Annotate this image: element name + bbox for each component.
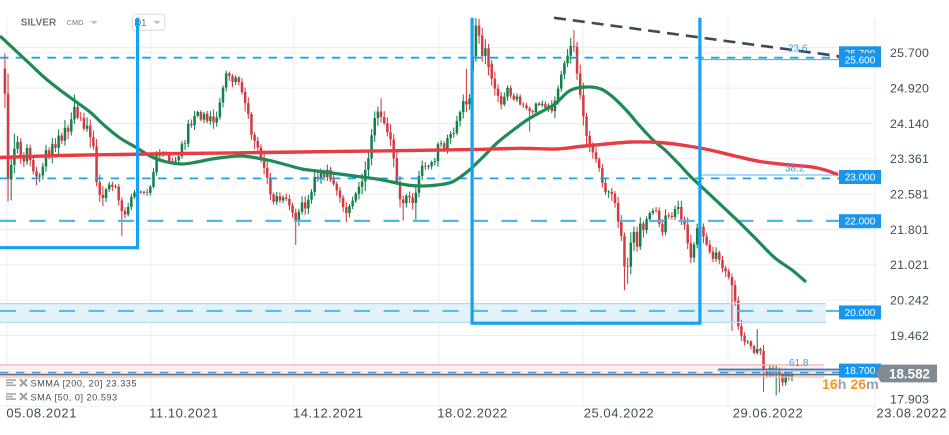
svg-text:23.361: 23.361 <box>890 152 929 166</box>
svg-text:05.08.2021: 05.08.2021 <box>6 405 77 420</box>
svg-text:25.04.2022: 25.04.2022 <box>584 405 655 420</box>
svg-text:38.2: 38.2 <box>785 163 805 174</box>
svg-text:24.920: 24.920 <box>890 82 929 96</box>
svg-text:20.000: 20.000 <box>845 308 876 319</box>
svg-text:17.903: 17.903 <box>890 393 929 407</box>
svg-text:22.581: 22.581 <box>890 188 929 202</box>
svg-text:18.700: 18.700 <box>845 366 876 377</box>
svg-text:23.08.2022: 23.08.2022 <box>876 405 947 420</box>
svg-text:21.801: 21.801 <box>890 223 929 237</box>
svg-text:18.02.2022: 18.02.2022 <box>437 405 508 420</box>
svg-text:24.140: 24.140 <box>890 117 929 131</box>
svg-text:25.700: 25.700 <box>890 46 929 60</box>
svg-text:23.000: 23.000 <box>845 173 876 184</box>
svg-text:18.582: 18.582 <box>889 366 930 381</box>
svg-text:20.242: 20.242 <box>890 294 929 308</box>
svg-text:23.6: 23.6 <box>788 44 808 55</box>
svg-text:19.462: 19.462 <box>890 329 929 343</box>
svg-text:21.021: 21.021 <box>890 258 929 272</box>
svg-text:SMA [50, 0] 20.593: SMA [50, 0] 20.593 <box>31 392 118 402</box>
svg-text:11.10.2021: 11.10.2021 <box>149 405 219 420</box>
svg-text:25.600: 25.600 <box>845 56 876 67</box>
svg-text:22.000: 22.000 <box>845 217 876 228</box>
svg-text:SILVER: SILVER <box>21 18 57 29</box>
svg-text:14.12.2021: 14.12.2021 <box>293 405 364 420</box>
svg-text:SMMA [200, 20] 23.335: SMMA [200, 20] 23.335 <box>31 379 138 389</box>
svg-text:16h 26m: 16h 26m <box>822 377 879 393</box>
svg-text:29.06.2022: 29.06.2022 <box>733 405 804 420</box>
svg-text:61.8: 61.8 <box>789 358 809 369</box>
svg-text:D1: D1 <box>134 18 146 29</box>
svg-text:CMD: CMD <box>67 18 85 27</box>
